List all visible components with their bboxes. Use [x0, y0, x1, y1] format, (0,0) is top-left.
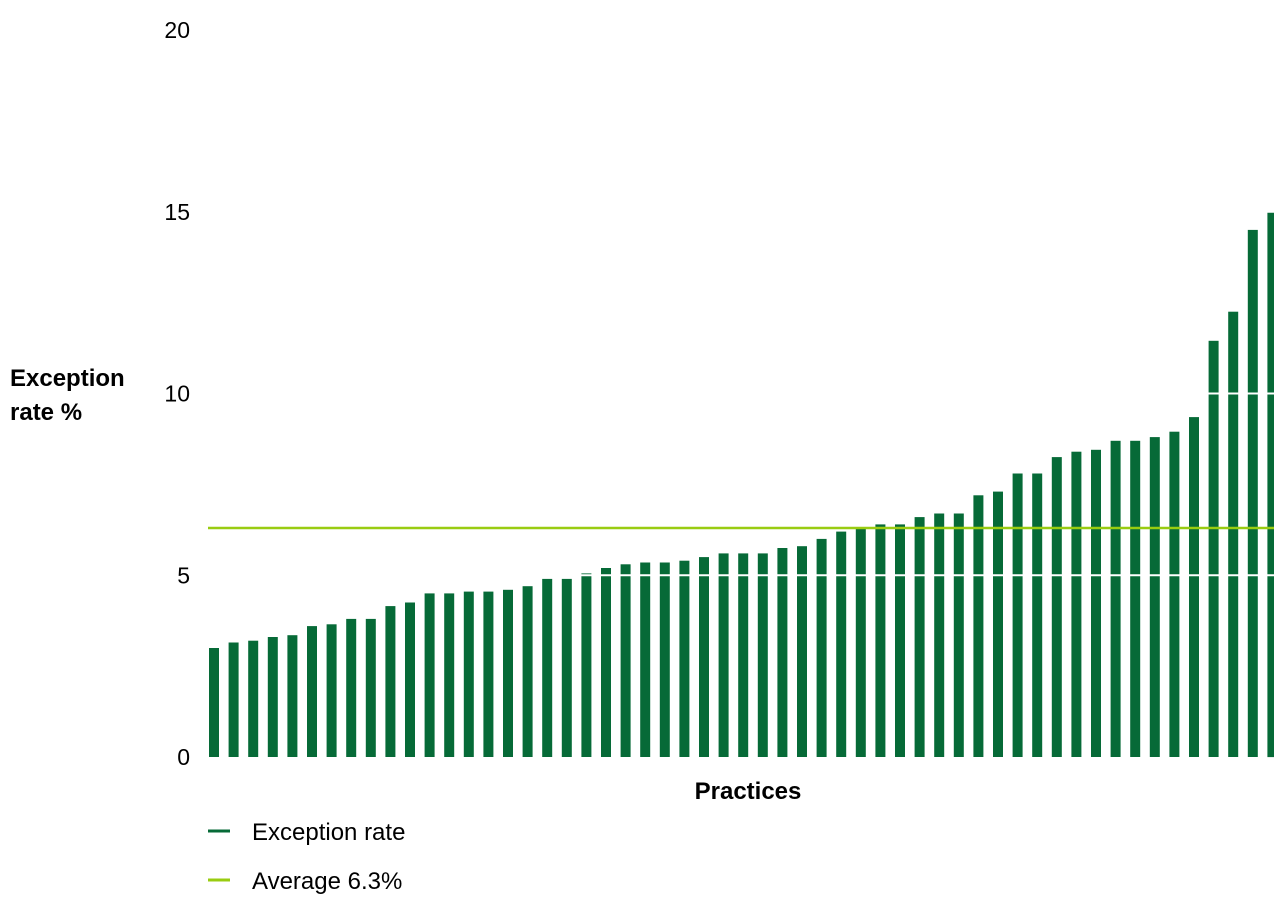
y-tick-label-5: 5	[177, 562, 190, 588]
bar-practice-37	[914, 517, 925, 757]
bar-practice-54	[1247, 229, 1258, 757]
bar-practice-18	[542, 578, 553, 757]
bar-practice-10	[385, 606, 396, 757]
bars-layer	[209, 211, 1274, 758]
bar-practice-34	[855, 528, 866, 757]
bar-practice-43	[1032, 473, 1043, 757]
bar-practice-21	[601, 568, 611, 757]
bar-practice-50	[1169, 431, 1180, 757]
bar-practice-9	[365, 618, 376, 757]
bar-practice-49	[1149, 437, 1160, 757]
y-tick-label-15: 15	[164, 199, 190, 225]
y-axis-title-line-2: rate %	[10, 399, 82, 426]
bar-practice-7	[326, 624, 337, 757]
bar-practice-6	[307, 626, 317, 757]
y-axis-title-line-1: Exception	[10, 365, 125, 392]
bar-practice-17	[522, 586, 533, 757]
bar-practice-31	[797, 546, 807, 757]
bar-practice-27	[718, 553, 729, 757]
bar-practice-14	[463, 591, 474, 757]
bar-practice-30	[777, 548, 788, 757]
bar-practice-4	[267, 637, 278, 757]
bar-practice-35	[875, 524, 886, 757]
bar-practice-38	[934, 513, 945, 757]
bar-practice-26	[699, 557, 709, 757]
bar-practice-36	[895, 524, 905, 757]
bar-practice-51	[1189, 417, 1199, 757]
bar-practice-55	[1267, 211, 1274, 758]
bar-practice-8	[346, 618, 357, 757]
x-axis-title: Practices	[695, 778, 802, 805]
bar-practice-13	[444, 593, 455, 757]
y-tick-label-20: 20	[164, 17, 190, 43]
bar-practice-53	[1228, 311, 1239, 757]
legend-label-average: Average 6.3%	[252, 868, 402, 895]
bar-practice-39	[953, 513, 964, 757]
bar-practice-42	[1012, 473, 1023, 757]
bar-practice-16	[503, 589, 513, 757]
grid-layer	[200, 210, 1274, 577]
bar-practice-12	[424, 593, 435, 757]
bar-practice-5	[287, 635, 298, 757]
bar-practice-48	[1130, 440, 1141, 757]
y-tick-label-10: 10	[164, 381, 190, 407]
bar-practice-29	[757, 553, 768, 757]
bar-practice-24	[659, 562, 670, 757]
bar-practice-19	[561, 578, 572, 757]
bar-practice-20	[581, 573, 592, 757]
bar-practice-3	[248, 640, 259, 757]
bar-practice-28	[738, 553, 749, 757]
bar-practice-11	[405, 602, 415, 757]
bar-practice-44	[1051, 457, 1062, 757]
legend-label-exception-rate: Exception rate	[252, 819, 405, 846]
bar-practice-22	[620, 564, 631, 757]
y-tick-label-0: 0	[177, 744, 190, 770]
bar-practice-2	[228, 642, 239, 757]
y-axis-title: Exception rate %	[10, 365, 131, 426]
bar-practice-25	[679, 560, 690, 757]
legend: Exception rate Average 6.3%	[208, 819, 405, 895]
bar-practice-47	[1110, 440, 1121, 757]
bar-practice-46	[1091, 449, 1101, 757]
bar-practice-45	[1071, 451, 1082, 757]
y-tick-labels: 0 5 10 15 20	[164, 17, 190, 770]
bar-practice-52	[1208, 340, 1219, 757]
bar-practice-1	[209, 648, 219, 757]
bar-practice-15	[483, 591, 494, 757]
bar-practice-40	[973, 495, 984, 757]
bar-practice-23	[640, 562, 651, 757]
bar-practice-41	[993, 491, 1003, 757]
bar-practice-32	[816, 538, 827, 757]
bar-practice-33	[836, 531, 847, 757]
